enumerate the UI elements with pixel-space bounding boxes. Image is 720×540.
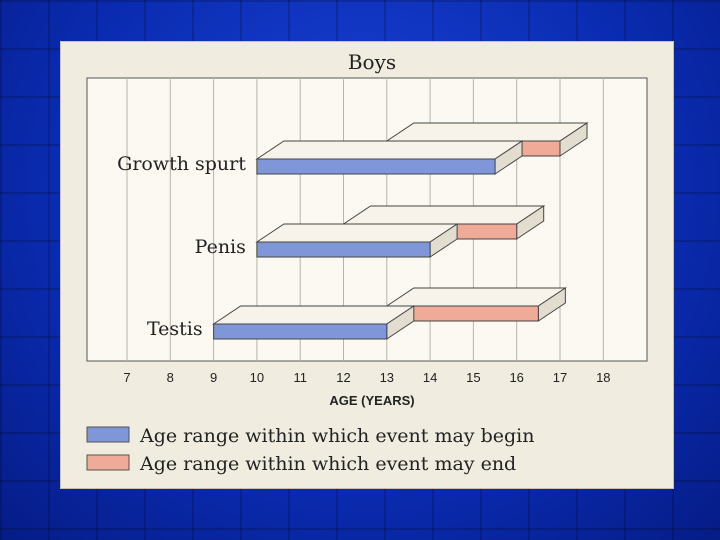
x-tick-label: 10 — [250, 370, 264, 385]
chart-card: Boys Growth spurt Penis Testis 7 8 9 10 11 12 13… — [60, 41, 674, 489]
legend-swatch — [86, 426, 130, 443]
begin-range-bar — [255, 140, 524, 175]
category-labels: Growth spurt Penis Testis — [117, 153, 246, 340]
end-range-bar — [385, 287, 568, 322]
x-tick-label: 9 — [210, 370, 217, 385]
x-axis-label: AGE (YEARS) — [329, 393, 414, 408]
chart-title: Boys — [348, 50, 396, 74]
x-tick-label: 17 — [553, 370, 567, 385]
x-tick-label: 8 — [167, 370, 174, 385]
legend-label: Age range within which event may end — [139, 453, 516, 475]
legend-label: Age range within which event may begin — [139, 425, 534, 447]
x-tick-label: 18 — [596, 370, 610, 385]
bars-group — [211, 122, 589, 340]
x-tick-label: 7 — [123, 370, 130, 385]
category-label: Testis — [147, 318, 203, 340]
x-tick-label: 11 — [293, 370, 307, 385]
x-tick-label: 14 — [423, 370, 437, 385]
maturation-range-chart: Boys Growth spurt Penis Testis 7 8 9 10 11 12 13… — [86, 50, 648, 475]
x-tick-label: 13 — [380, 370, 394, 385]
legend-swatch — [86, 454, 130, 471]
begin-range-bar — [255, 223, 459, 258]
legend: Age range within which event may begin Ag… — [86, 425, 534, 475]
begin-range-bar — [211, 305, 416, 340]
category-label: Penis — [195, 236, 246, 258]
x-tick-labels: 7 8 9 10 11 12 13 14 15 16 17 18 — [123, 370, 610, 385]
x-tick-label: 16 — [509, 370, 523, 385]
x-tick-label: 12 — [336, 370, 350, 385]
category-label: Growth spurt — [117, 153, 246, 175]
x-tick-label: 15 — [466, 370, 480, 385]
